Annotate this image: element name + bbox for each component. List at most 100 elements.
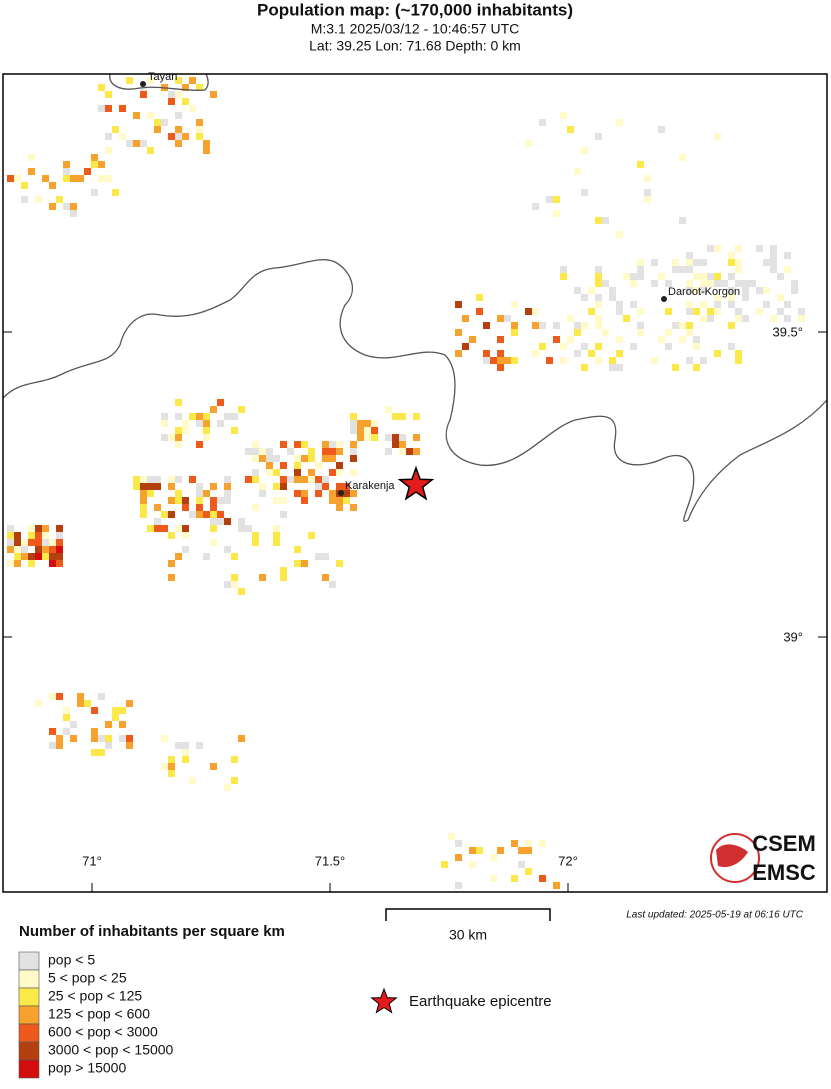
population-cell — [98, 161, 105, 168]
population-cell — [756, 245, 763, 252]
population-cell — [224, 518, 231, 525]
scale-label: 30 km — [449, 927, 487, 943]
population-cell — [672, 259, 679, 266]
population-cell — [693, 287, 700, 294]
population-cell — [175, 427, 182, 434]
population-cell — [525, 847, 532, 854]
legend-label: 125 < pop < 600 — [48, 1006, 150, 1022]
population-cell — [161, 420, 168, 427]
population-cell — [385, 448, 392, 455]
population-cell — [763, 301, 770, 308]
population-cell — [182, 525, 189, 532]
population-cell — [98, 175, 105, 182]
population-cell — [350, 427, 357, 434]
place-dot — [338, 490, 344, 496]
population-cell — [532, 350, 539, 357]
population-cell — [182, 497, 189, 504]
population-cell — [686, 357, 693, 364]
population-cell — [203, 140, 210, 147]
population-cell — [350, 413, 357, 420]
population-cell — [616, 364, 623, 371]
population-cell — [7, 532, 14, 539]
population-cell — [735, 259, 742, 266]
population-cell — [161, 119, 168, 126]
population-cell — [742, 280, 749, 287]
population-cell — [455, 301, 462, 308]
population-cell — [56, 196, 63, 203]
legend-label: pop > 15000 — [48, 1060, 126, 1076]
population-cell — [140, 497, 147, 504]
population-cell — [182, 742, 189, 749]
population-cell — [294, 441, 301, 448]
population-cell — [259, 448, 266, 455]
population-cell — [35, 553, 42, 560]
population-cell — [686, 259, 693, 266]
population-cell — [469, 861, 476, 868]
population-cell — [686, 308, 693, 315]
population-cell — [308, 532, 315, 539]
population-cell — [770, 315, 777, 322]
legend-title: Number of inhabitants per square km — [19, 923, 285, 940]
population-cell — [350, 441, 357, 448]
population-cell — [567, 336, 574, 343]
population-cell — [784, 301, 791, 308]
population-cell — [315, 490, 322, 497]
legend-swatch — [18, 1059, 40, 1079]
population-cell — [14, 546, 21, 553]
population-cell — [560, 273, 567, 280]
population-cell — [665, 280, 672, 287]
population-cell — [371, 434, 378, 441]
population-cell — [231, 413, 238, 420]
population-cell — [336, 483, 343, 490]
population-cell — [714, 245, 721, 252]
population-cell — [49, 693, 56, 700]
population-cell — [196, 742, 203, 749]
population-cell — [357, 420, 364, 427]
legend-swatch — [18, 969, 40, 989]
population-cell — [14, 175, 21, 182]
population-cell — [595, 217, 602, 224]
population-cell — [238, 588, 245, 595]
population-cell — [700, 357, 707, 364]
population-cell — [266, 448, 273, 455]
population-cell — [259, 574, 266, 581]
population-cell — [784, 252, 791, 259]
population-cell — [35, 525, 42, 532]
population-cell — [630, 343, 637, 350]
population-cell — [196, 511, 203, 518]
population-cell — [231, 574, 238, 581]
population-cell — [672, 364, 679, 371]
population-cell — [210, 511, 217, 518]
population-cell — [707, 245, 714, 252]
population-cell — [203, 434, 210, 441]
legend-swatch — [18, 951, 40, 971]
population-cell — [308, 455, 315, 462]
population-cell — [280, 497, 287, 504]
population-cell — [168, 133, 175, 140]
population-cell — [238, 518, 245, 525]
population-cell — [189, 105, 196, 112]
population-cell — [49, 182, 56, 189]
population-cell — [679, 322, 686, 329]
population-cell — [28, 168, 35, 175]
population-cell — [189, 77, 196, 84]
legend-swatch — [18, 1023, 40, 1043]
population-cell — [294, 462, 301, 469]
population-cell — [7, 525, 14, 532]
population-cell — [224, 476, 231, 483]
population-cell — [91, 707, 98, 714]
population-cell — [749, 280, 756, 287]
population-cell — [154, 504, 161, 511]
population-cell — [623, 315, 630, 322]
population-cell — [350, 448, 357, 455]
population-cell — [210, 483, 217, 490]
population-cell — [56, 553, 63, 560]
population-cell — [728, 343, 735, 350]
population-cell — [105, 133, 112, 140]
population-cell — [147, 483, 154, 490]
population-cell — [238, 735, 245, 742]
population-cell — [168, 483, 175, 490]
population-cell — [168, 756, 175, 763]
population-cell — [21, 196, 28, 203]
population-cell — [259, 455, 266, 462]
